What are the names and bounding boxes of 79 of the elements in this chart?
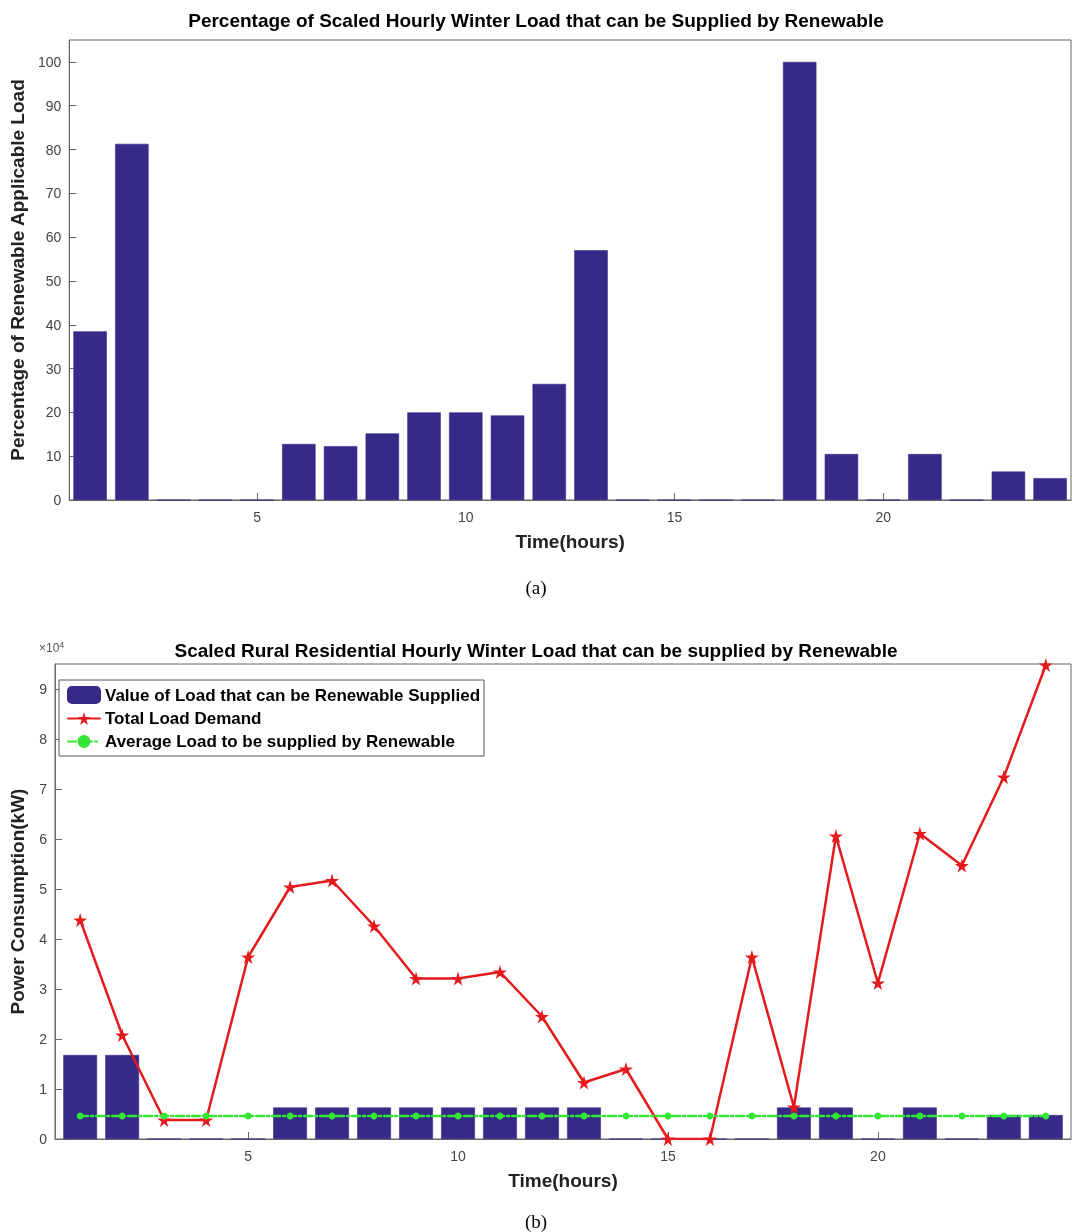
text: (b) <box>524 1211 548 1232</box>
x-tick-label: 5 <box>244 1148 253 1164</box>
bar <box>115 143 149 500</box>
bar <box>323 446 358 500</box>
y-tick-label: 5 <box>39 881 48 897</box>
point <box>115 1028 130 1042</box>
y-tick-label: 40 <box>45 316 62 333</box>
point <box>786 1100 801 1114</box>
y-tick-label: 70 <box>45 185 62 202</box>
x-tick-label: 20 <box>875 509 892 525</box>
x-tick-label: 5 <box>253 509 262 525</box>
x-axis-title: Time(hours) <box>515 531 625 552</box>
point <box>493 965 508 979</box>
point <box>1042 1112 1050 1120</box>
y-tick-label: 0 <box>53 492 62 508</box>
bar <box>365 433 400 500</box>
bar <box>908 454 942 500</box>
legend-label: Total Load Demand <box>105 709 262 728</box>
y-tick-label: 50 <box>45 272 62 289</box>
point <box>618 1062 633 1076</box>
y-axis-title: Power Consumption(kW) <box>7 788 28 1015</box>
x-tick-label: 10 <box>450 1148 467 1164</box>
y-tick-label: 10 <box>45 448 62 465</box>
bar <box>1033 478 1067 500</box>
bar <box>407 412 441 500</box>
legend-label: Average Load to be supplied by Renewable <box>105 732 455 751</box>
bar <box>991 471 1026 500</box>
point <box>660 1132 675 1146</box>
point <box>744 950 759 964</box>
point <box>535 1009 550 1024</box>
bar <box>449 412 483 500</box>
point <box>241 950 256 964</box>
bar <box>782 61 817 500</box>
bar <box>282 443 316 500</box>
point <box>73 913 88 927</box>
point <box>1000 1112 1008 1120</box>
point <box>118 1112 126 1120</box>
x-tick-label: 10 <box>457 509 474 525</box>
y-tick-label: 0 <box>39 1131 48 1147</box>
text: (a) <box>525 577 547 599</box>
bar <box>490 415 525 500</box>
y-tick-label: 80 <box>45 141 62 158</box>
point <box>828 829 843 843</box>
x-tick-label: 20 <box>870 1148 886 1164</box>
y-tick-label: 1 <box>39 1081 48 1097</box>
point <box>409 971 424 986</box>
point <box>996 770 1011 784</box>
bar <box>73 331 107 500</box>
y-tick-label: 20 <box>45 404 62 421</box>
point <box>870 976 885 990</box>
bar <box>532 383 566 500</box>
chart-title: Percentage of Scaled Hourly Winter Load that can be Supplied by Renewable <box>188 10 884 31</box>
x-tick-label: 15 <box>660 1148 676 1164</box>
x-axis-title: Time(hours) <box>508 1170 618 1191</box>
y-tick-label: 2 <box>39 1031 48 1047</box>
bar <box>824 454 859 500</box>
legend-label: Value of Load that can be Renewable Supplied <box>105 685 481 705</box>
y-axis-title: Percentage of Renewable Applicable Load <box>7 79 28 461</box>
point <box>1038 658 1053 672</box>
y-tick-label: 3 <box>39 981 48 997</box>
y-tick-label: 8 <box>39 731 48 747</box>
point <box>367 919 382 933</box>
y-tick-label: 90 <box>45 97 62 114</box>
y-tick-label: 7 <box>39 781 48 797</box>
point <box>912 826 927 841</box>
y-tick-label: 6 <box>39 831 48 847</box>
x-tick-label: 15 <box>666 509 683 525</box>
bar <box>574 250 608 500</box>
y-tick-label: 100 <box>37 53 62 70</box>
point <box>325 873 340 888</box>
point <box>576 1075 591 1090</box>
y-tick-label: 60 <box>45 229 62 246</box>
point <box>954 858 969 873</box>
point <box>76 1112 84 1120</box>
y-tick-label: 4 <box>39 931 48 947</box>
y-tick-label: 30 <box>45 360 62 377</box>
chart-title: Scaled Rural Residential Hourly Winter Load that can be supplied by Renewable <box>174 640 898 661</box>
point <box>702 1132 717 1146</box>
y-tick-label: 9 <box>39 681 48 697</box>
